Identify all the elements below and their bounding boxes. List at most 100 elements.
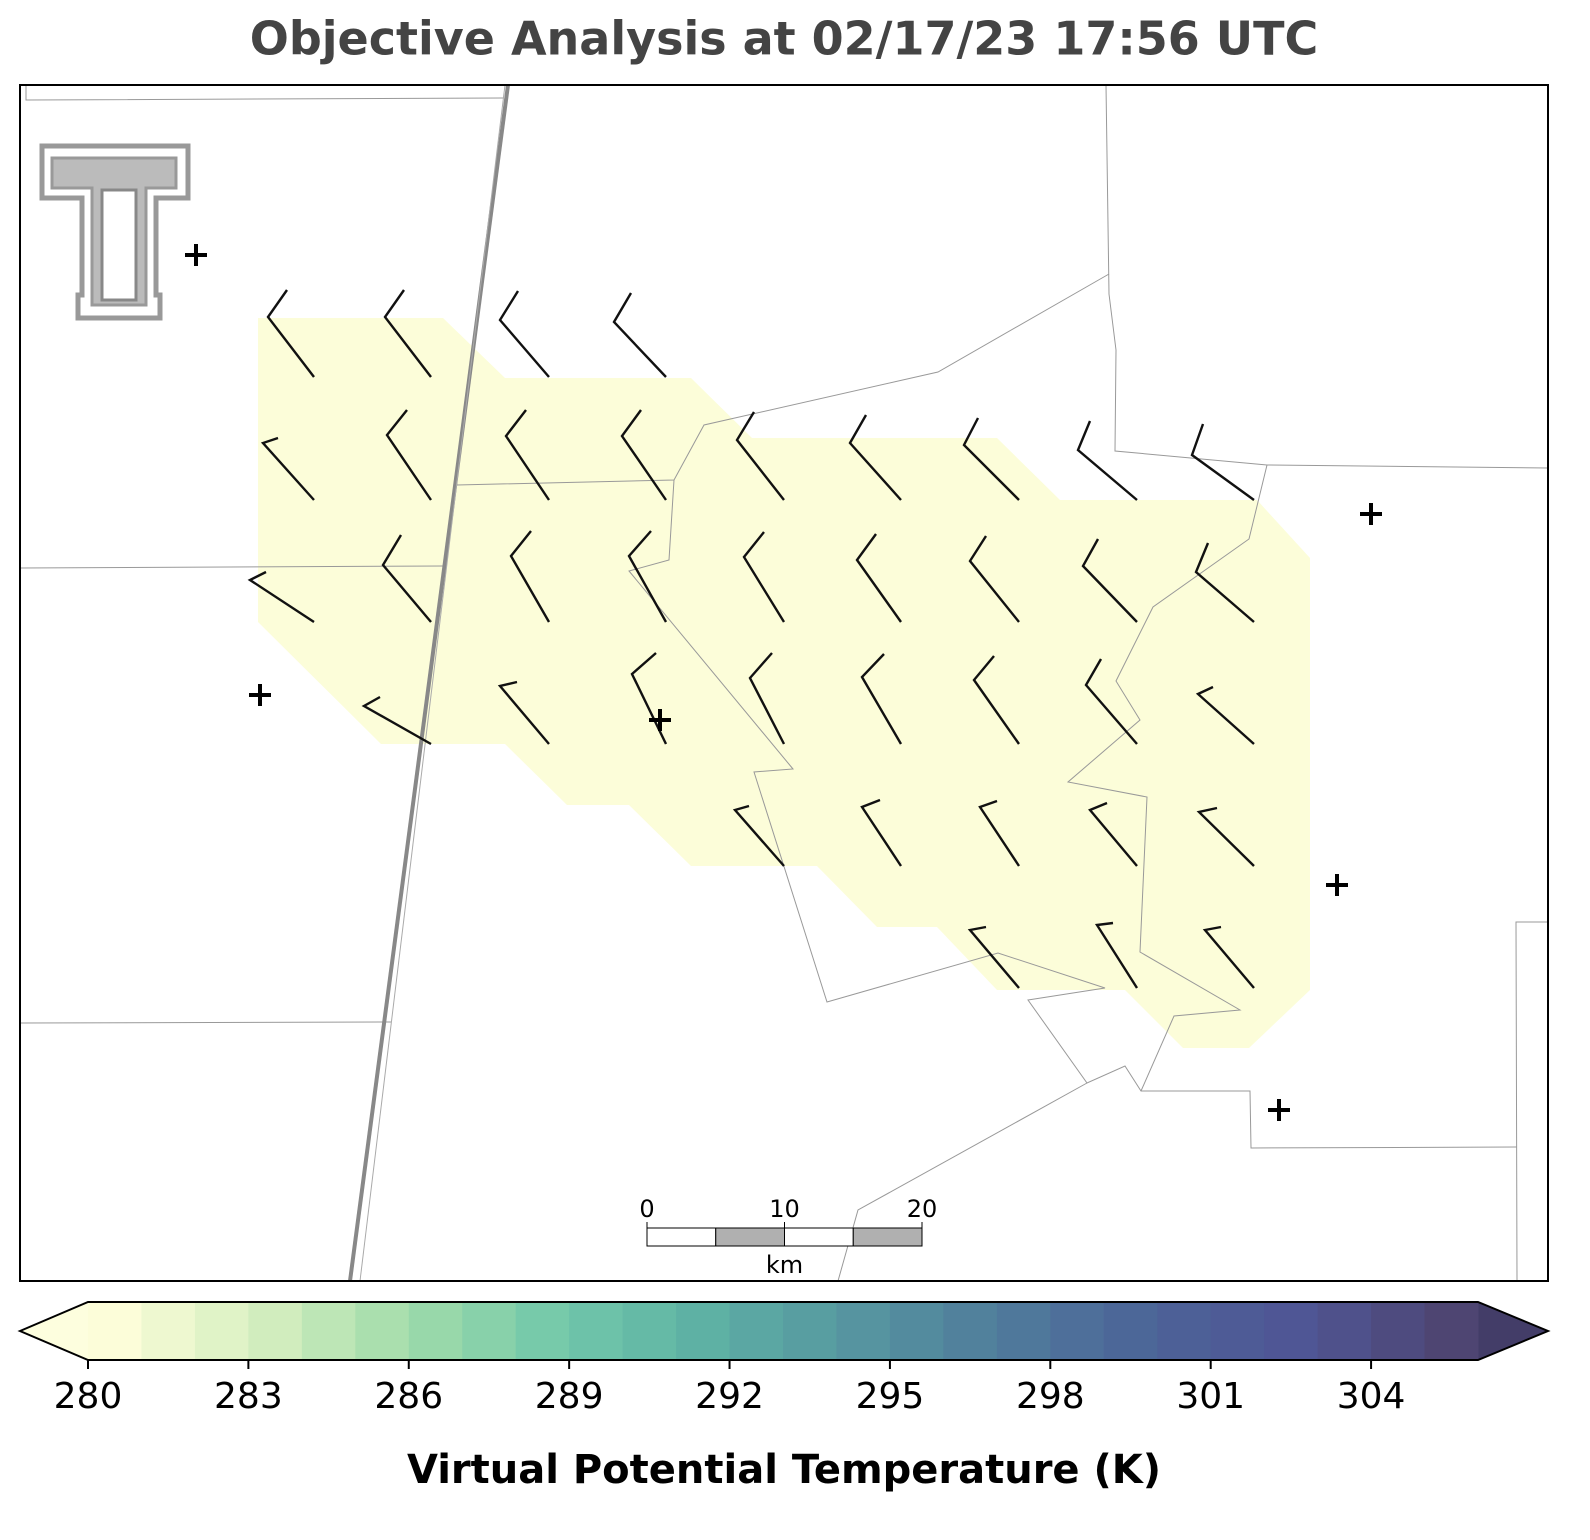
- wind-barb: [1088, 801, 1138, 867]
- wind-barb: [247, 570, 315, 624]
- wind-barb: [855, 533, 902, 623]
- station-marker: [249, 684, 271, 706]
- scale-label: 20: [907, 1195, 938, 1223]
- map-frame: [19, 84, 1549, 1282]
- colorbar: 280 283 286 289 292 295 298 301 304: [17, 1301, 1551, 1417]
- colorbar-level: [836, 1302, 891, 1360]
- colorbar-level: [729, 1302, 784, 1360]
- colorbar-level: [1050, 1302, 1105, 1360]
- colorbar-tick-label: 301: [1176, 1376, 1245, 1417]
- colorbar-under: [20, 1302, 88, 1360]
- wind-barb: [620, 409, 667, 501]
- wind-barb: [381, 534, 432, 623]
- wind-barb: [967, 925, 1020, 989]
- colorbar-level: [889, 1302, 944, 1360]
- colorbar-level: [1157, 1302, 1212, 1360]
- wind-barb: [509, 530, 551, 623]
- wind-barbs: [247, 289, 1255, 989]
- station-marker: [649, 709, 671, 731]
- wind-barb: [732, 804, 785, 867]
- colorbar-level: [462, 1302, 517, 1360]
- colorbar-tick-label: 283: [214, 1376, 283, 1417]
- wind-barb: [504, 409, 550, 501]
- colorbar-level: [515, 1302, 570, 1360]
- colorbar-label: Virtual Potential Temperature (K): [407, 1447, 1161, 1493]
- scale-segment: [715, 1227, 785, 1247]
- wind-barb: [627, 530, 668, 623]
- wind-barb: [848, 414, 902, 501]
- wind-barb: [742, 531, 786, 623]
- colorbar-tick-label: 298: [1016, 1376, 1085, 1417]
- colorbar-level: [996, 1302, 1051, 1360]
- colorbar-tick-label: 292: [695, 1376, 764, 1417]
- station-marker: [185, 244, 207, 266]
- wind-barb: [383, 289, 432, 378]
- scale-label: 10: [769, 1195, 800, 1223]
- station-marker: [1268, 1099, 1290, 1121]
- wind-barb: [1194, 542, 1255, 623]
- wind-barb: [1202, 925, 1255, 989]
- colorbar-level: [943, 1302, 998, 1360]
- wind-barb: [735, 411, 785, 501]
- wind-barb: [385, 409, 432, 501]
- wind-barb: [1094, 921, 1139, 989]
- colorbar-level: [408, 1302, 463, 1360]
- colorbar-level: [248, 1302, 303, 1360]
- colorbar-level: [1210, 1302, 1265, 1360]
- wind-barb: [612, 292, 667, 378]
- analysis-field: [258, 318, 1310, 1048]
- station-marker: [1326, 874, 1348, 896]
- colorbar-level: [1371, 1302, 1426, 1360]
- wind-barb: [1084, 658, 1138, 745]
- map: 0 10 20 km: [19, 84, 1549, 1282]
- wind-barb: [497, 680, 550, 745]
- colorbar-level: [569, 1302, 624, 1360]
- colorbar-level: [622, 1302, 677, 1360]
- colorbar-level: [1264, 1302, 1319, 1360]
- logo: [39, 143, 191, 321]
- wind-barb: [1076, 420, 1138, 501]
- wind-barb: [498, 290, 550, 378]
- colorbar-tick-label: 289: [535, 1376, 604, 1417]
- wind-barb: [978, 799, 1021, 867]
- wind-barb: [1196, 806, 1255, 867]
- county-boundaries: [19, 84, 1549, 1282]
- colorbar-level: [783, 1302, 837, 1360]
- wind-barb: [266, 289, 315, 378]
- scale-segment: [646, 1227, 717, 1247]
- wind-barb: [972, 655, 1020, 745]
- wind-barb: [860, 653, 903, 745]
- wind-barb: [260, 436, 315, 501]
- colorbar-tick-label: 280: [54, 1376, 123, 1417]
- wind-barb: [361, 695, 432, 746]
- wind-barb: [748, 652, 786, 745]
- scale-unit: km: [766, 1251, 803, 1279]
- wind-barb: [962, 417, 1020, 501]
- colorbar-tick-label: 304: [1337, 1376, 1406, 1417]
- colorbar-level: [141, 1302, 196, 1360]
- colorbar-tick-label: 295: [856, 1376, 925, 1417]
- colorbar-over: [1478, 1302, 1548, 1360]
- scale-segment: [852, 1227, 923, 1247]
- stations: [185, 244, 1382, 1121]
- wind-barb: [860, 798, 903, 867]
- scale-segment: [784, 1227, 854, 1247]
- colorbar-level: [1317, 1302, 1372, 1360]
- colorbar-level: [301, 1302, 356, 1360]
- colorbar-level: [355, 1302, 410, 1360]
- colorbar-level: [194, 1302, 249, 1360]
- colorbar-level: [676, 1302, 731, 1360]
- wind-barb: [1195, 685, 1255, 745]
- scale-bar: 0 10 20 km: [639, 1195, 937, 1279]
- wind-barb: [1190, 423, 1255, 501]
- station-marker: [1360, 503, 1382, 525]
- colorbar-level: [88, 1302, 142, 1360]
- colorbar-level: [1424, 1302, 1479, 1360]
- colorbar-level: [1103, 1302, 1158, 1360]
- colorbar-tick-label: 286: [374, 1376, 443, 1417]
- wind-barb: [968, 535, 1020, 623]
- chart-title: Objective Analysis at 02/17/23 17:56 UTC: [250, 12, 1319, 66]
- scale-label: 0: [639, 1195, 654, 1223]
- wind-barb: [1081, 538, 1138, 623]
